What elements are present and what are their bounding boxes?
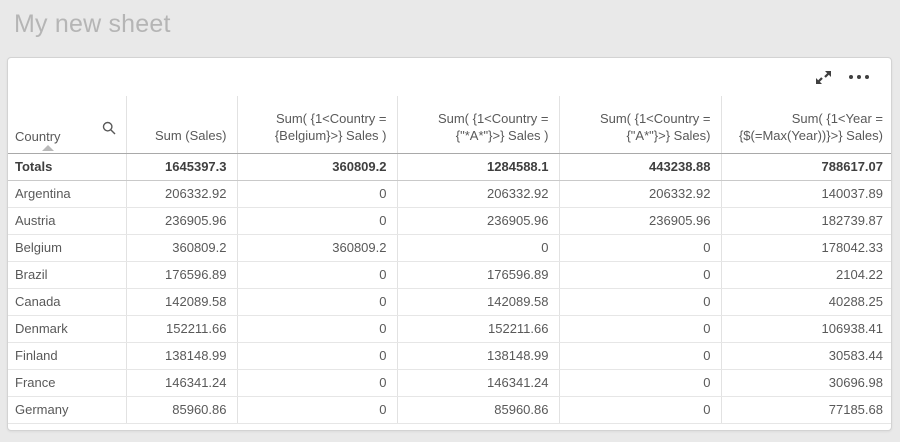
value-cell: 0 (236, 342, 397, 370)
value-cell: 206332.92 (558, 180, 721, 208)
value-cell: 30583.44 (720, 342, 891, 370)
table-body: Totals 1645397.3 360809.2 1284588.1 443238.8… (8, 153, 891, 424)
value-cell: 360809.2 (236, 234, 397, 262)
value-cell: 0 (236, 180, 397, 208)
value-cell: 146341.24 (396, 369, 559, 397)
sort-ascending-icon (42, 144, 54, 151)
column-header-measure[interactable]: Sum( {1<Country = {"A*"}>} Sales) (558, 96, 721, 154)
value-cell: 142089.58 (396, 288, 559, 316)
value-cell: 106938.41 (720, 315, 891, 343)
table-row: Austria 236905.96 0 236905.96 236905.96 18273… (8, 207, 891, 235)
totals-label-cell: Totals (8, 153, 126, 181)
value-cell: 2104.22 (720, 261, 891, 289)
country-cell[interactable]: Denmark (8, 315, 126, 343)
value-cell: 30696.98 (720, 369, 891, 397)
more-options-icon[interactable] (849, 67, 869, 87)
value-cell: 443238.88 (558, 153, 721, 181)
value-cell: 0 (236, 369, 397, 397)
table-row: Germany 85960.86 0 85960.86 0 77185.68 (8, 396, 891, 424)
value-cell: 0 (236, 288, 397, 316)
value-cell: 40288.25 (720, 288, 891, 316)
table-row: Brazil 176596.89 0 176596.89 0 2104.22 (8, 261, 891, 289)
column-header-measure[interactable]: Sum (Sales) (125, 96, 237, 154)
fullscreen-expand-icon[interactable] (813, 67, 833, 87)
value-cell: 206332.92 (125, 180, 237, 208)
value-cell: 138148.99 (396, 342, 559, 370)
value-cell: 236905.96 (396, 207, 559, 235)
value-cell: 0 (236, 207, 397, 235)
value-cell: 178042.33 (720, 234, 891, 262)
value-cell: 176596.89 (396, 261, 559, 289)
value-cell: 0 (558, 396, 721, 424)
value-cell: 236905.96 (125, 207, 237, 235)
ellipsis-glyph (849, 75, 869, 79)
table-row: Finland 138148.99 0 138148.99 0 30583.44 (8, 342, 891, 370)
value-cell: 152211.66 (396, 315, 559, 343)
value-cell: 206332.92 (396, 180, 559, 208)
country-cell[interactable]: Brazil (8, 261, 126, 289)
country-cell[interactable]: Argentina (8, 180, 126, 208)
country-cell[interactable]: Belgium (8, 234, 126, 262)
value-cell: 0 (558, 342, 721, 370)
value-cell: 1645397.3 (125, 153, 237, 181)
value-cell: 1284588.1 (396, 153, 559, 181)
object-toolbar (8, 58, 891, 96)
column-header-measure[interactable]: Sum( {1<Country = {Belgium}>} Sales ) (236, 96, 397, 154)
value-cell: 146341.24 (125, 369, 237, 397)
value-cell: 140037.89 (720, 180, 891, 208)
value-cell: 176596.89 (125, 261, 237, 289)
value-cell: 0 (558, 315, 721, 343)
value-cell: 788617.07 (720, 153, 891, 181)
table-row: Argentina 206332.92 0 206332.92 206332.92 140… (8, 180, 891, 208)
value-cell: 77185.68 (720, 396, 891, 424)
page-title: My new sheet (14, 10, 171, 38)
column-header-label: Country (15, 128, 61, 144)
value-cell: 360809.2 (125, 234, 237, 262)
header-row: Country Sum (Sales) Sum( {1<Country = {B… (8, 96, 891, 154)
country-cell[interactable]: Germany (8, 396, 126, 424)
table-row: France 146341.24 0 146341.24 0 30696.98 (8, 369, 891, 397)
value-cell: 0 (558, 234, 721, 262)
column-header-country[interactable]: Country (8, 96, 126, 154)
value-cell: 85960.86 (125, 396, 237, 424)
value-cell: 182739.87 (720, 207, 891, 235)
value-cell: 360809.2 (236, 153, 397, 181)
value-cell: 138148.99 (125, 342, 237, 370)
value-cell: 0 (558, 369, 721, 397)
value-cell: 0 (236, 261, 397, 289)
table-row: Denmark 152211.66 0 152211.66 0 106938.41 (8, 315, 891, 343)
country-cell[interactable]: Finland (8, 342, 126, 370)
value-cell: 0 (396, 234, 559, 262)
column-header-measure[interactable]: Sum( {1<Year = {$(=Max(Year))}>} Sales) (720, 96, 891, 154)
value-cell: 0 (236, 396, 397, 424)
totals-row: Totals 1645397.3 360809.2 1284588.1 443238.8… (8, 153, 891, 181)
value-cell: 0 (236, 315, 397, 343)
country-cell[interactable]: Austria (8, 207, 126, 235)
value-cell: 85960.86 (396, 396, 559, 424)
country-cell[interactable]: Canada (8, 288, 126, 316)
straight-table: Country Sum (Sales) Sum( {1<Country = {B… (8, 96, 891, 424)
column-header-measure[interactable]: Sum( {1<Country = {"*A*"}>} Sales ) (396, 96, 559, 154)
table-row: Belgium 360809.2 360809.2 0 0 178042.33 (8, 234, 891, 262)
table-row: Canada 142089.58 0 142089.58 0 40288.25 (8, 288, 891, 316)
value-cell: 236905.96 (558, 207, 721, 235)
value-cell: 0 (558, 288, 721, 316)
table-object-panel: Country Sum (Sales) Sum( {1<Country = {B… (7, 57, 892, 431)
country-cell[interactable]: France (8, 369, 126, 397)
search-icon[interactable] (102, 121, 116, 135)
value-cell: 0 (558, 261, 721, 289)
fullscreen-expand-glyph (815, 70, 831, 84)
value-cell: 152211.66 (125, 315, 237, 343)
value-cell: 142089.58 (125, 288, 237, 316)
